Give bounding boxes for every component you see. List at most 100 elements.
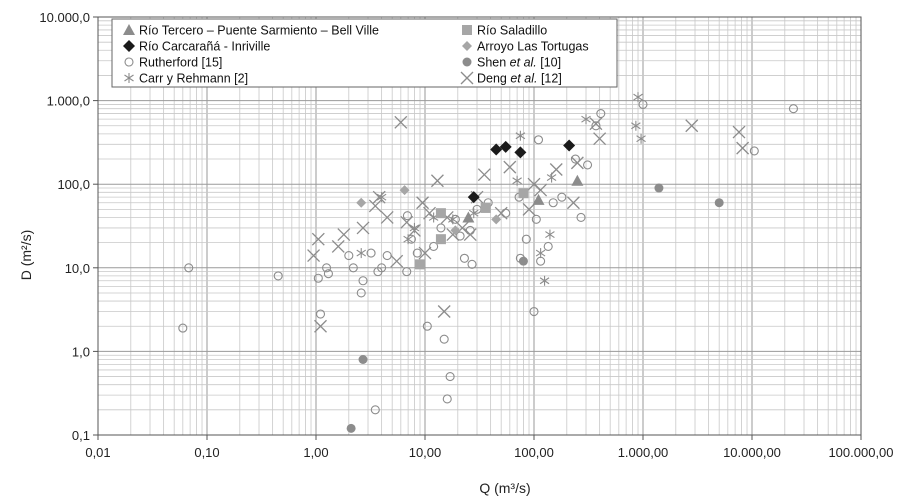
point-r-o-tercero-puente-sarmiento-bell-ville (462, 211, 475, 223)
point-deng-et-al-12 (463, 228, 477, 241)
x-axis-title: Q (m³/s) (479, 480, 530, 496)
point-deng-et-al-12 (418, 246, 432, 260)
legend: Río Tercero – Puente Sarmiento – Bell Vi… (111, 18, 618, 88)
point-rutherford-15 (377, 263, 387, 273)
legend-marker (123, 24, 135, 35)
point-deng-et-al-12 (311, 232, 325, 246)
legend-marker (462, 41, 472, 51)
y-tick-label: 100,0 (57, 177, 90, 192)
point-r-o-carcara-inriville (499, 140, 512, 153)
point-deng-et-al-12 (589, 117, 603, 131)
y-tick-label: 10,0 (65, 261, 90, 276)
legend-label: Shen et al. [10] (477, 56, 561, 70)
point-rutherford-15 (548, 198, 558, 208)
x-tick-label: 10,00 (409, 445, 442, 460)
legend-marker (462, 57, 472, 67)
point-deng-et-al-12 (307, 249, 321, 263)
point-rutherford-15 (533, 135, 544, 145)
point-rutherford-15 (521, 234, 531, 244)
point-deng-et-al-12 (534, 183, 548, 197)
point-carr-y-rehmann-2 (356, 248, 367, 259)
point-rutherford-15 (439, 334, 449, 344)
point-r-o-carcara-inriville (514, 146, 527, 159)
point-deng-et-al-12 (503, 160, 517, 174)
point-r-o-saladillo (518, 188, 529, 199)
point-rutherford-15 (788, 104, 798, 114)
point-deng-et-al-12 (368, 199, 382, 213)
point-rutherford-15 (749, 146, 759, 156)
point-deng-et-al-12 (685, 119, 699, 133)
point-rutherford-15 (450, 214, 460, 224)
legend-marker (124, 57, 134, 67)
point-arroyo-las-tortugas (491, 214, 502, 225)
point-rutherford-15 (536, 256, 546, 266)
point-carr-y-rehmann-2 (512, 175, 522, 186)
point-rutherford-15 (323, 269, 333, 279)
point-rutherford-15 (501, 208, 511, 218)
y-tick-label: 1,0 (72, 344, 90, 359)
point-deng-et-al-12 (407, 223, 421, 237)
point-rutherford-15 (370, 405, 380, 415)
x-tick-label: 0,01 (85, 445, 110, 460)
x-tick-label: 10.000,00 (723, 445, 781, 460)
x-tick-label: 1,00 (303, 445, 328, 460)
point-deng-et-al-12 (331, 239, 345, 253)
point-carr-y-rehmann-2 (468, 208, 479, 219)
point-rutherford-15 (455, 231, 465, 241)
point-arroyo-las-tortugas (356, 197, 367, 208)
point-carr-y-rehmann-2 (581, 114, 591, 125)
point-rutherford-15 (322, 263, 332, 273)
legend-marker (462, 25, 472, 35)
point-deng-et-al-12 (570, 156, 584, 170)
point-rutherford-15 (422, 321, 432, 331)
point-rutherford-15 (358, 276, 368, 286)
point-r-o-tercero-puente-sarmiento-bell-ville (532, 193, 545, 205)
point-rutherford-15 (382, 251, 392, 261)
point-deng-et-al-12 (372, 190, 386, 204)
point-deng-et-al-12 (390, 254, 404, 268)
x-tick-label: 100.000,00 (828, 445, 893, 460)
x-tick-label: 1.000,00 (618, 445, 669, 460)
point-rutherford-15 (356, 288, 366, 298)
point-deng-et-al-12 (380, 211, 394, 224)
point-rutherford-15 (366, 248, 376, 258)
point-r-o-carcara-inriville (563, 139, 576, 152)
point-deng-et-al-12 (394, 115, 408, 129)
legend-label: Rutherford [15] (139, 56, 222, 70)
legend-label: Río Tercero – Puente Sarmiento – Bell Vi… (139, 24, 379, 38)
point-deng-et-al-12 (593, 132, 607, 146)
point-arroyo-las-tortugas (450, 225, 461, 236)
point-deng-et-al-12 (430, 174, 444, 188)
x-tick-label: 0,10 (194, 445, 219, 460)
point-r-o-tercero-puente-sarmiento-bell-ville (571, 174, 584, 186)
point-carr-y-rehmann-2 (636, 133, 646, 144)
y-tick-label: 1.000,0 (47, 94, 90, 109)
point-deng-et-al-12 (437, 305, 451, 318)
point-deng-et-al-12 (477, 168, 491, 182)
legend-label: Carr y Rehmann [2] (139, 72, 248, 86)
point-rutherford-15 (576, 212, 586, 223)
point-deng-et-al-12 (356, 221, 370, 235)
point-rutherford-15 (315, 309, 326, 319)
point-rutherford-15 (436, 223, 446, 233)
point-deng-et-al-12 (549, 163, 563, 176)
point-deng-et-al-12 (566, 196, 580, 210)
point-deng-et-al-12 (314, 319, 327, 333)
point-rutherford-15 (442, 394, 452, 404)
point-rutherford-15 (583, 160, 593, 170)
point-arroyo-las-tortugas (399, 185, 410, 196)
point-rutherford-15 (570, 154, 580, 164)
point-carr-y-rehmann-2 (631, 120, 641, 131)
point-rutherford-15 (313, 273, 323, 283)
point-rutherford-15 (445, 372, 455, 382)
point-rutherford-15 (591, 121, 601, 131)
point-carr-y-rehmann-2 (539, 275, 550, 286)
point-rutherford-15 (348, 263, 358, 273)
point-rutherford-15 (529, 306, 539, 317)
y-tick-label: 10.000,0 (39, 10, 90, 25)
point-shen-et-al-10 (346, 423, 356, 433)
point-carr-y-rehmann-2 (545, 229, 555, 240)
point-shen-et-al-10 (714, 198, 724, 208)
point-r-o-saladillo (480, 202, 491, 213)
